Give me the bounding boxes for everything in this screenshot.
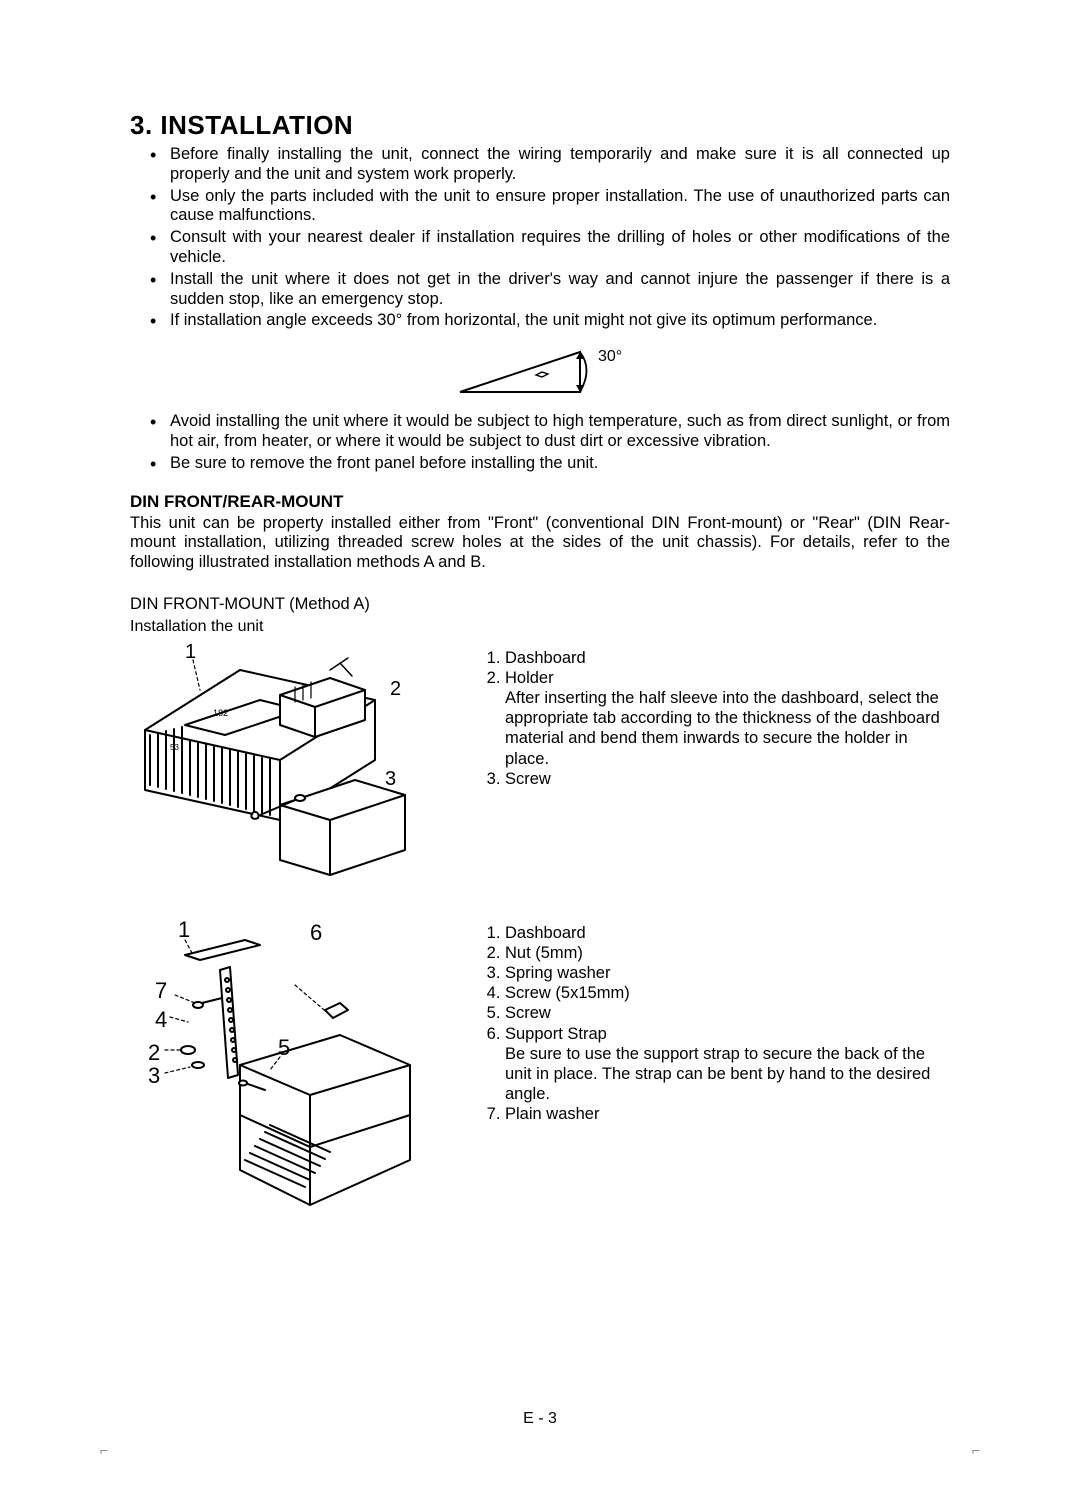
svg-text:3: 3 <box>148 1063 160 1088</box>
svg-text:53: 53 <box>170 743 179 752</box>
svg-text:3: 3 <box>385 768 396 790</box>
svg-text:2: 2 <box>390 678 401 700</box>
legend-label: Dashboard <box>505 924 586 942</box>
legend-desc: Be sure to use the support strap to secu… <box>505 1044 950 1104</box>
angle-figure: 30° <box>130 337 950 402</box>
svg-text:6: 6 <box>310 920 322 945</box>
svg-text:5: 5 <box>278 1035 290 1060</box>
angle-label: 30° <box>598 348 622 365</box>
installation-label: Installation the unit <box>130 618 950 636</box>
legend-label: Dashboard <box>505 649 586 667</box>
legend-label: Screw (5x15mm) <box>505 984 630 1002</box>
svg-text:7: 7 <box>155 978 167 1003</box>
figure-1: 182 53 <box>130 640 470 885</box>
figure-2: 1 6 7 4 2 3 5 <box>130 915 470 1240</box>
legend-label: Screw <box>505 770 551 788</box>
bullet-item: Consult with your nearest dealer if inst… <box>170 228 950 268</box>
page-number: E - 3 <box>0 1410 1080 1428</box>
legend-item: Plain washer <box>505 1104 950 1124</box>
svg-text:2: 2 <box>148 1040 160 1065</box>
svg-text:1: 1 <box>178 917 190 942</box>
bullet-item: Install the unit where it does not get i… <box>170 270 950 310</box>
method-a-label: DIN FRONT-MOUNT (Method A) <box>130 595 950 614</box>
svg-text:4: 4 <box>155 1007 167 1032</box>
figure-1-row: 182 53 <box>130 640 950 885</box>
crop-mark-bl: ⌐ <box>100 1442 108 1458</box>
legend-label: Nut (5mm) <box>505 944 583 962</box>
figure-1-legend: Dashboard Holder After inserting the hal… <box>470 640 950 789</box>
legend-item: Screw (5x15mm) <box>505 983 950 1003</box>
din-subtitle: DIN FRONT/REAR-MOUNT <box>130 492 950 512</box>
legend-desc: After inserting the half sleeve into the… <box>505 688 950 769</box>
bullets-top: Before finally installing the unit, conn… <box>170 145 950 331</box>
legend-item: Dashboard <box>505 923 950 943</box>
legend-label: Plain washer <box>505 1105 599 1123</box>
legend-item: Screw <box>505 769 950 789</box>
legend-label: Spring washer <box>505 964 610 982</box>
legend-label: Holder <box>505 669 554 687</box>
legend-item: Support Strap Be sure to use the support… <box>505 1024 950 1105</box>
bullet-item: If installation angle exceeds 30° from h… <box>170 311 950 331</box>
bullet-item: Use only the parts included with the uni… <box>170 187 950 227</box>
legend-item: Holder After inserting the half sleeve i… <box>505 668 950 769</box>
legend-item: Nut (5mm) <box>505 943 950 963</box>
section-title: 3. INSTALLATION <box>130 110 950 141</box>
svg-text:182: 182 <box>213 708 228 718</box>
crop-mark-br: ⌐ <box>972 1442 980 1458</box>
legend-item: Dashboard <box>505 648 950 668</box>
figure-2-legend: Dashboard Nut (5mm) Spring washer Screw … <box>470 915 950 1124</box>
manual-page: 3. INSTALLATION Before finally installin… <box>0 0 1080 1498</box>
svg-text:1: 1 <box>185 641 196 663</box>
legend-label: Screw <box>505 1004 551 1022</box>
bullets-bottom: Avoid installing the unit where it would… <box>170 412 950 473</box>
legend-label: Support Strap <box>505 1025 607 1043</box>
din-paragraph: This unit can be property installed eith… <box>130 514 950 573</box>
legend-item: Spring washer <box>505 963 950 983</box>
bullet-item: Avoid installing the unit where it would… <box>170 412 950 452</box>
bullet-item: Be sure to remove the front panel before… <box>170 454 950 474</box>
legend-item: Screw <box>505 1003 950 1023</box>
figure-2-row: 1 6 7 4 2 3 5 Dashboard Nut (5mm) Spring… <box>130 915 950 1240</box>
bullet-item: Before finally installing the unit, conn… <box>170 145 950 185</box>
